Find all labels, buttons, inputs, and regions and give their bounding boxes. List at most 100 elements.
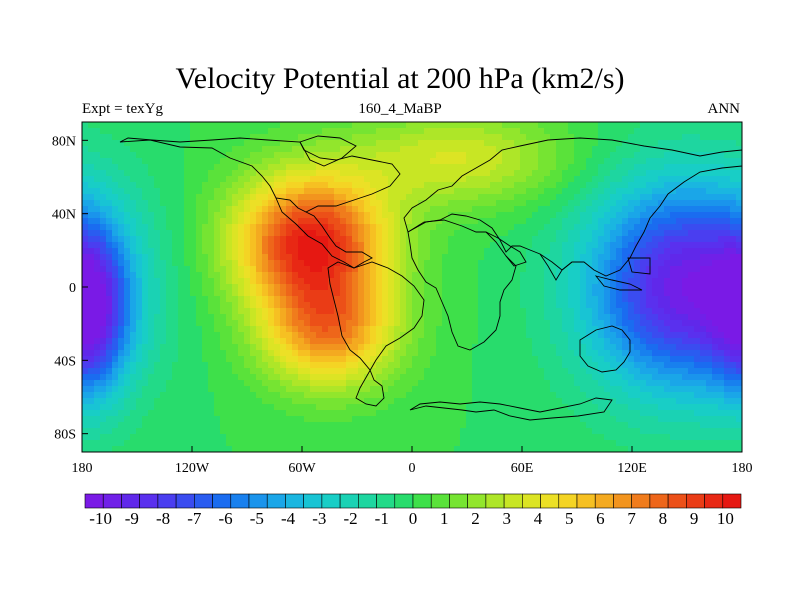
field-cell [658,188,665,195]
field-cell [736,278,742,285]
field-cell [574,272,581,279]
field-cell [448,212,455,219]
field-cell [316,362,323,369]
field-cell [526,290,533,297]
field-cell [532,206,539,213]
field-cell [262,374,269,381]
field-cell [652,350,659,357]
field-cell [100,338,107,345]
field-cell [352,164,359,171]
field-cell [148,194,155,201]
field-cell [364,284,371,291]
field-cell [346,254,353,261]
field-cell [550,230,557,237]
field-cell [502,350,509,357]
field-cell [598,188,605,195]
field-cell [586,290,593,297]
field-cell [172,188,179,195]
field-cell [454,200,461,207]
field-cell [394,194,401,201]
field-cell [322,368,329,375]
field-cell [652,284,659,291]
field-cell [652,344,659,351]
field-cell [94,218,101,225]
field-cell [658,152,665,159]
field-cell [580,140,587,147]
field-cell [418,320,425,327]
field-cell [346,320,353,327]
field-cell [214,224,221,231]
field-cell [730,326,737,333]
field-cell [208,272,215,279]
field-cell [292,188,299,195]
field-cell [502,362,509,369]
field-cell [736,146,742,153]
field-cell [556,212,563,219]
field-cell [136,260,143,267]
field-cell [376,296,383,303]
field-cell [406,308,413,315]
field-cell [574,254,581,261]
field-cell [550,386,557,393]
field-cell [250,356,257,363]
field-cell [640,218,647,225]
field-cell [460,164,467,171]
field-cell [664,236,671,243]
field-cell [604,260,611,267]
field-cell [178,182,185,189]
field-cell [736,200,742,207]
field-cell [712,194,719,201]
field-cell [406,350,413,357]
field-cell [622,176,629,183]
field-cell [220,296,227,303]
field-cell [316,374,323,381]
field-cell [598,314,605,321]
field-cell [220,152,227,159]
field-cell [466,224,473,231]
field-cell [94,314,101,321]
field-cell [310,380,317,387]
field-cell [322,242,329,249]
field-cell [376,368,383,375]
field-cell [244,200,251,207]
field-cell [598,320,605,327]
field-cell [178,170,185,177]
field-cell [646,176,653,183]
field-cell [454,344,461,351]
field-cell [682,260,689,267]
field-cell [520,242,527,249]
field-cell [574,188,581,195]
field-cell [682,386,689,393]
field-cell [568,206,575,213]
field-cell [310,254,317,261]
field-cell [238,362,245,369]
field-cell [172,242,179,249]
field-cell [706,368,713,375]
field-cell [322,296,329,303]
field-cell [118,206,125,213]
field-cell [244,350,251,357]
field-cell [106,152,113,159]
field-cell [340,230,347,237]
field-cell [346,140,353,147]
field-cell [352,236,359,243]
field-cell [616,242,623,249]
field-cell [154,134,161,141]
field-cell [424,338,431,345]
field-cell [208,224,215,231]
field-cell [292,212,299,219]
field-cell [592,278,599,285]
field-cell [232,386,239,393]
field-cell [196,296,203,303]
field-cell [616,200,623,207]
field-cell [358,326,365,333]
field-cell [292,122,299,129]
field-cell [586,314,593,321]
field-cell [622,314,629,321]
field-cell [280,266,287,273]
field-cell [604,380,611,387]
field-cell [166,170,173,177]
field-cell [388,200,395,207]
field-cell [454,290,461,297]
field-cell [652,320,659,327]
